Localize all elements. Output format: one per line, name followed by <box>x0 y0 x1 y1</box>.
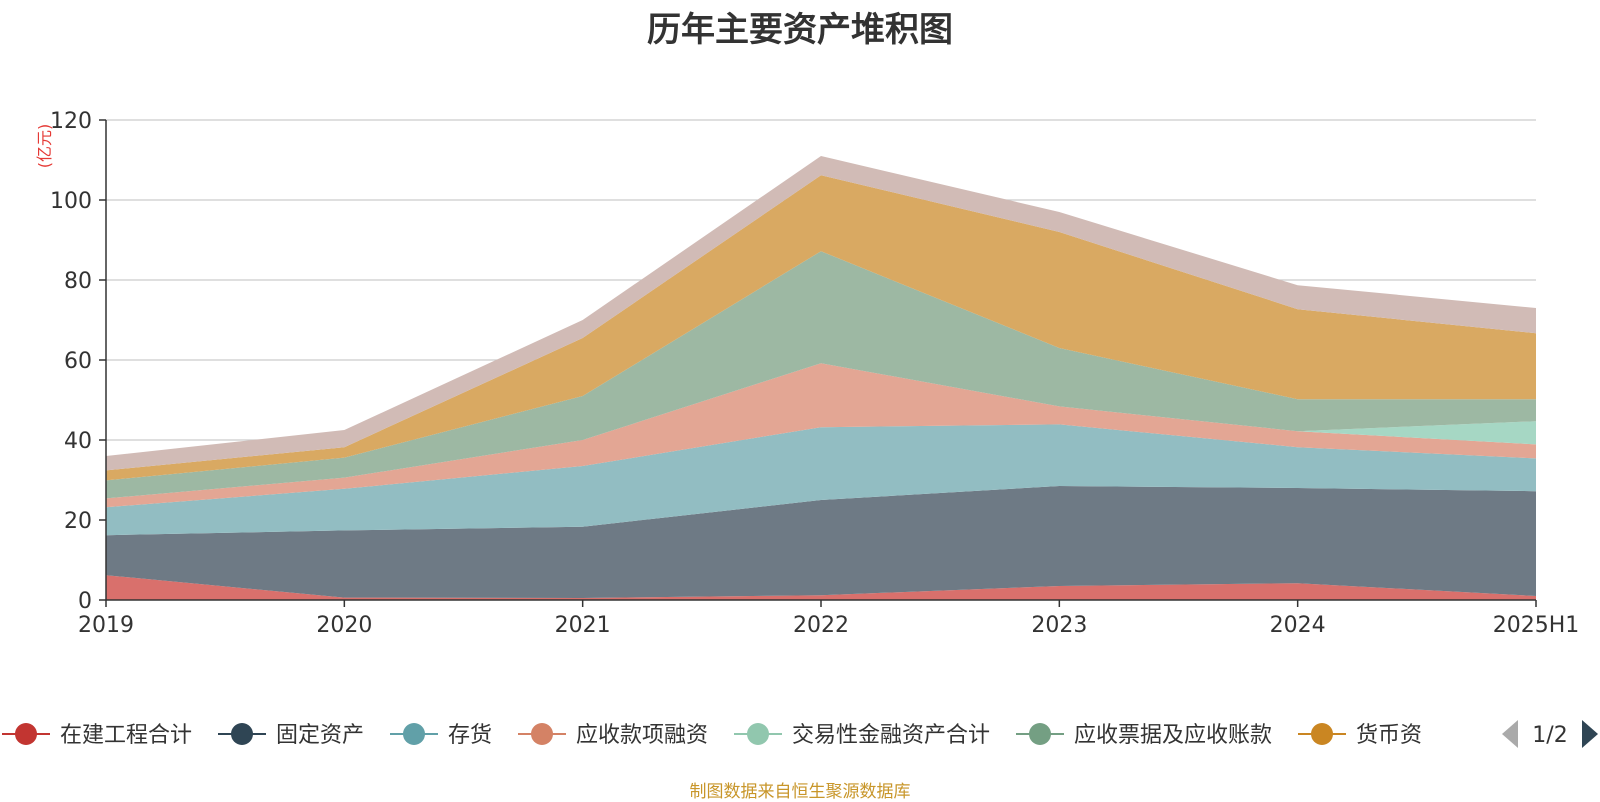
x-tick-label: 2023 <box>1031 613 1087 638</box>
x-tick-label: 2022 <box>793 613 849 638</box>
area-series <box>106 251 1536 499</box>
legend-label: 应收款项融资 <box>576 723 708 748</box>
legend-pager: 1/2 <box>1502 720 1598 748</box>
area-series <box>106 575 1536 600</box>
pager-prev-icon <box>1502 720 1518 748</box>
y-tick-label: 100 <box>50 189 92 214</box>
x-tick-label: 2021 <box>555 613 611 638</box>
legend-marker <box>403 723 425 745</box>
legend-item: 货币资 <box>1298 723 1422 748</box>
y-tick-label: 40 <box>64 429 92 454</box>
y-tick-label: 80 <box>64 269 92 294</box>
legend-item: 固定资产 <box>218 723 364 748</box>
legend-item: 应收款项融资 <box>518 723 708 748</box>
chart-title: 历年主要资产堆积图 <box>647 10 953 50</box>
pager-indicator: 1/2 <box>1532 723 1567 748</box>
pager-next-icon <box>1582 720 1598 748</box>
data-source-note: 制图数据来自恒生聚源数据库 <box>689 782 911 802</box>
x-tick-label: 2020 <box>316 613 372 638</box>
legend-label: 应收票据及应收账款 <box>1074 723 1272 748</box>
legend-item: 在建工程合计 <box>2 723 192 748</box>
area-series <box>106 175 1536 481</box>
y-tick-label: 60 <box>64 349 92 374</box>
legend-item: 应收票据及应收账款 <box>1016 723 1272 748</box>
legend-item: 存货 <box>390 723 492 748</box>
y-axis-label: (亿元) <box>35 124 54 169</box>
legend-label: 固定资产 <box>276 723 364 748</box>
area-series <box>106 156 1536 471</box>
area-series <box>106 424 1536 536</box>
legend: 在建工程合计 固定资产 存货 应收款项融资 交易性金融资产合计 应收票据及应收账款 货币资 1… <box>2 720 1598 748</box>
area-series <box>106 363 1536 508</box>
axes: 0 20 40 60 80 100 120 2019 2020 2021 2022 2023 2024 2… <box>35 109 1579 638</box>
legend-label: 交易性金融资产合计 <box>792 723 990 748</box>
legend-label: 在建工程合计 <box>60 723 192 748</box>
legend-label: 货币资 <box>1356 723 1422 748</box>
x-tick-label: 2024 <box>1270 613 1326 638</box>
area-series-layer <box>106 156 1536 600</box>
legend-marker <box>531 723 553 745</box>
y-tick-label: 20 <box>64 509 92 534</box>
y-tick-label: 0 <box>78 589 92 614</box>
x-tick-label: 2025H1 <box>1493 613 1580 638</box>
area-series <box>106 486 1536 598</box>
legend-label: 存货 <box>448 723 492 748</box>
legend-marker <box>231 723 253 745</box>
legend-marker <box>1311 723 1333 745</box>
y-tick-label: 120 <box>50 109 92 134</box>
legend-marker <box>747 723 769 745</box>
x-tick-label: 2019 <box>78 613 134 638</box>
legend-marker <box>1029 723 1051 745</box>
legend-item: 交易性金融资产合计 <box>734 723 990 748</box>
legend-marker <box>15 723 37 745</box>
